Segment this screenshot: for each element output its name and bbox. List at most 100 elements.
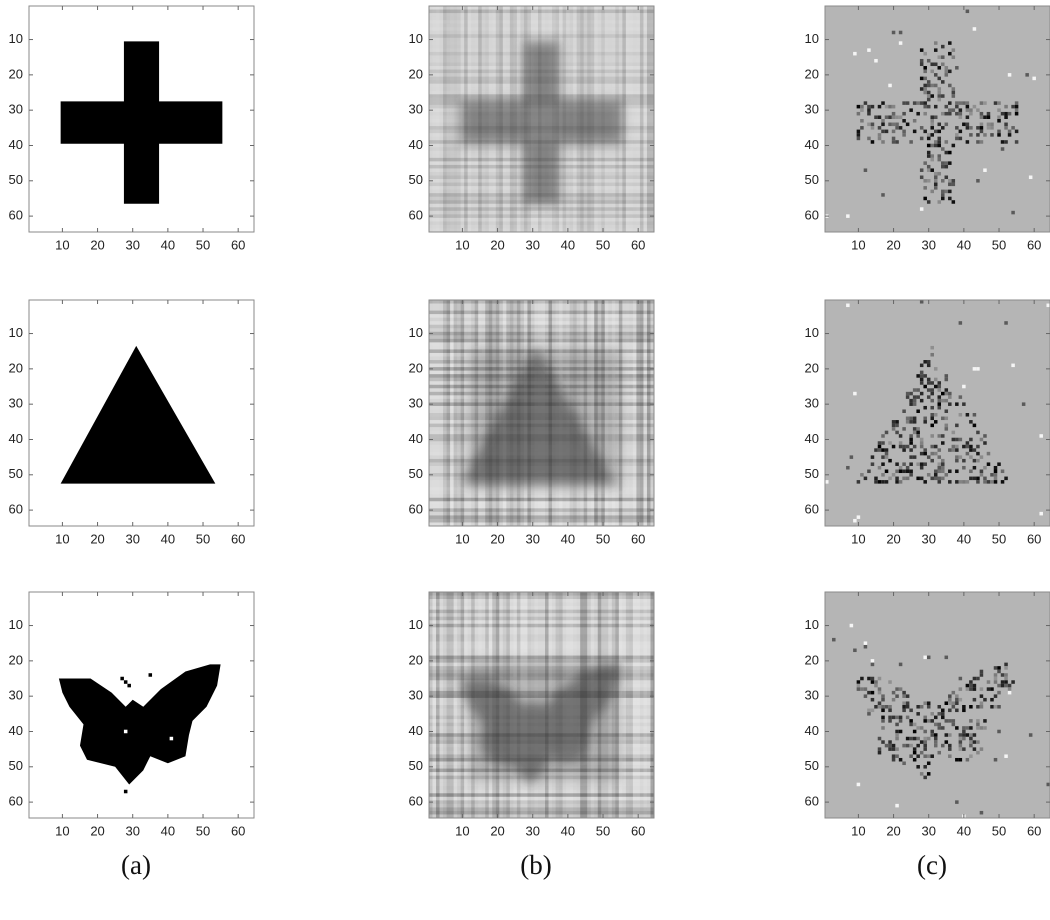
- pixel: [966, 10, 970, 14]
- pixel: [1046, 304, 1050, 308]
- pixel: [920, 168, 924, 172]
- pixel: [938, 726, 942, 730]
- pixel: [888, 441, 892, 445]
- pixel: [987, 126, 991, 130]
- pixel: [874, 115, 878, 119]
- pixel: [955, 758, 959, 762]
- pixel: [976, 367, 980, 371]
- pixel: [920, 176, 924, 180]
- pixel: [909, 719, 913, 723]
- pixel: [969, 737, 973, 741]
- pixel: [997, 462, 1001, 466]
- y-tick-label: 40: [9, 431, 23, 446]
- pixel: [930, 399, 934, 403]
- x-tick-label: 40: [561, 823, 575, 838]
- streak: [427, 515, 673, 519]
- pixel: [892, 123, 896, 127]
- pixel: [955, 424, 959, 428]
- x-tick-label: 40: [161, 823, 175, 838]
- pixel: [850, 455, 854, 459]
- pixel: [990, 473, 994, 477]
- y-tick-label: 20: [805, 652, 819, 667]
- pixel: [923, 737, 927, 741]
- pixel: [927, 151, 931, 155]
- pixel: [923, 420, 927, 424]
- x-tick-label: 20: [490, 237, 504, 252]
- pixel: [923, 70, 927, 74]
- pixel: [1015, 101, 1019, 105]
- pixel: [966, 115, 970, 119]
- pixel: [860, 473, 864, 477]
- y-tick-label: 50: [9, 758, 23, 773]
- pixel: [1015, 112, 1019, 116]
- pixel: [881, 140, 885, 144]
- pixel: [1008, 112, 1012, 116]
- pixel: [867, 112, 871, 116]
- pixel: [1004, 321, 1008, 325]
- pixel: [899, 480, 903, 484]
- pixel: [864, 687, 868, 691]
- pixel: [920, 59, 924, 63]
- pixel: [885, 105, 889, 109]
- pixel: [959, 677, 963, 681]
- pixel: [927, 137, 931, 141]
- pixel: [871, 140, 875, 144]
- pixel: [1011, 364, 1015, 368]
- pixel: [871, 691, 875, 695]
- pixel: [1004, 105, 1008, 109]
- pixel: [969, 680, 973, 684]
- pixel: [909, 448, 913, 452]
- x-tick-label: 50: [196, 823, 210, 838]
- pixel: [952, 179, 956, 183]
- pixel: [934, 144, 938, 148]
- pixel: [934, 41, 938, 45]
- pixel: [983, 698, 987, 702]
- pixel: [1015, 108, 1019, 112]
- pixel: [983, 101, 987, 105]
- pixel: [860, 126, 864, 130]
- streak: [427, 804, 673, 808]
- pixel: [920, 371, 924, 375]
- pixel: [980, 705, 984, 709]
- pixel: [980, 747, 984, 751]
- y-tick-label: 60: [805, 502, 819, 517]
- pixel: [980, 701, 984, 705]
- pixel: [962, 385, 966, 389]
- pixel: [934, 140, 938, 144]
- pixel: [923, 656, 927, 660]
- pixel: [857, 105, 861, 109]
- image: [823, 590, 1050, 837]
- pixel: [888, 459, 892, 463]
- pixel: [888, 709, 892, 713]
- pixel: [938, 77, 942, 81]
- pixel: [923, 776, 927, 780]
- x-tick-label: 50: [596, 237, 610, 252]
- pixel: [945, 656, 949, 660]
- pixel: [927, 772, 931, 776]
- pixel: [1008, 684, 1012, 688]
- pixel: [895, 733, 899, 737]
- pixel: [920, 378, 924, 382]
- pixel: [930, 417, 934, 421]
- pixel: [980, 455, 984, 459]
- pixel: [948, 84, 952, 88]
- pixel: [864, 694, 868, 698]
- pixel: [927, 168, 931, 172]
- pixel: [966, 123, 970, 127]
- pixel: [909, 402, 913, 406]
- y-tick-label: 30: [409, 396, 423, 411]
- pixel: [948, 41, 952, 45]
- streak: [427, 800, 673, 804]
- pixel: [959, 747, 963, 751]
- pixel: [941, 190, 945, 194]
- pixel: [948, 197, 952, 201]
- pixel: [916, 726, 920, 730]
- pixel: [895, 424, 899, 428]
- streak: [427, 522, 673, 526]
- pixel: [959, 698, 963, 702]
- pixel: [871, 709, 875, 713]
- y-tick-label: 50: [9, 466, 23, 481]
- pixel: [923, 84, 927, 88]
- pixel: [888, 680, 892, 684]
